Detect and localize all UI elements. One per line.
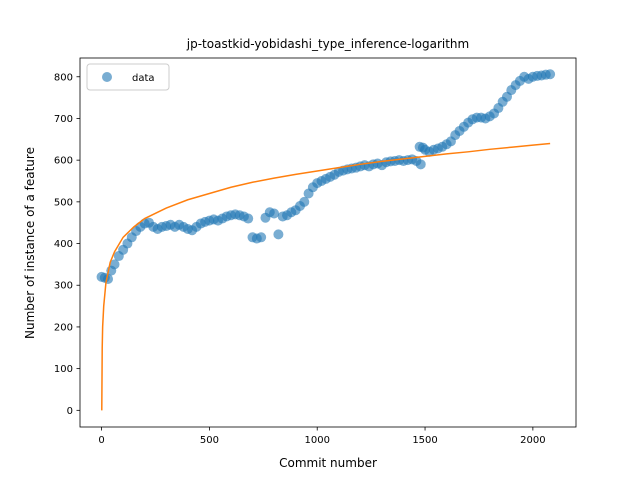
legend: data (86, 63, 170, 91)
data-point-107 (545, 69, 556, 80)
y-tick-label-0: 0 (67, 406, 73, 417)
x-tick-label-2000: 2000 (520, 435, 545, 446)
y-tick-label-100: 100 (54, 364, 73, 375)
y-tick-label-600: 600 (54, 156, 73, 167)
y-tick-label-300: 300 (54, 281, 73, 292)
x-tick-label-500: 500 (200, 435, 219, 446)
data-point-42 (273, 229, 284, 240)
legend-box (86, 63, 170, 91)
data-point-35 (243, 213, 254, 224)
chart-title: jp-toastkid-yobidashi_type_inference-log… (186, 37, 469, 51)
legend-marker-data (102, 72, 112, 82)
axes: 0 500 1000 1500 2000 0 100 200 300 400 500 600 700 80… (54, 57, 577, 446)
fit-line (101, 142, 551, 411)
y-axis-label: Number of instance of a feature (23, 147, 37, 339)
plot-area (96, 69, 556, 411)
y-tick-label-400: 400 (54, 239, 73, 250)
x-tick-label-0: 0 (98, 435, 104, 446)
legend-label-data: data (132, 73, 155, 84)
data-point-4 (109, 259, 120, 270)
x-axis-label: Commit number (279, 456, 377, 470)
x-tick-label-1500: 1500 (412, 435, 437, 446)
y-tick-label-700: 700 (54, 114, 73, 125)
data-point-41 (269, 208, 280, 219)
data-point-48 (299, 196, 310, 207)
y-tick-label-200: 200 (54, 322, 73, 333)
x-tick-label-1000: 1000 (304, 435, 329, 446)
y-tick-label-800: 800 (54, 72, 73, 83)
data-point-76 (415, 159, 426, 170)
y-tick-label-500: 500 (54, 197, 73, 208)
axes-frame (79, 57, 577, 428)
data-point-38 (256, 232, 267, 243)
